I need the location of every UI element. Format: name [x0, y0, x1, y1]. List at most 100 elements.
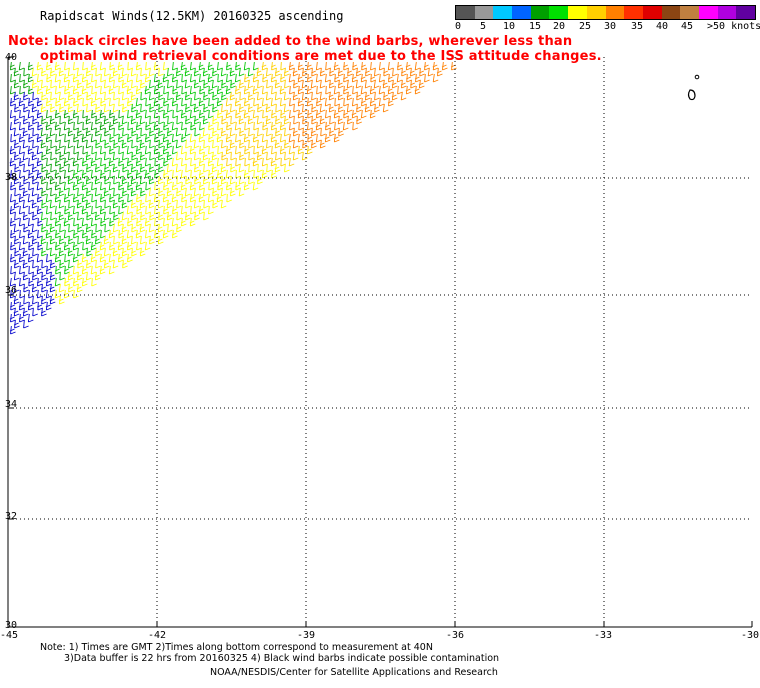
wind-barb [175, 127, 182, 137]
wind-barb [225, 97, 232, 107]
wind-barb [113, 211, 119, 221]
wind-barb [275, 115, 281, 125]
wind-barb [284, 79, 290, 89]
wind-barb [207, 157, 214, 167]
wind-barb [185, 151, 191, 161]
wind-barb [112, 247, 119, 257]
wind-barb [68, 259, 74, 269]
wind-barb [410, 79, 416, 89]
wind-barb [311, 91, 317, 101]
wind-barb [49, 247, 56, 257]
wind-barb [103, 187, 110, 197]
wind-barb [360, 109, 367, 119]
wind-barb [328, 91, 335, 101]
wind-barb [76, 175, 83, 185]
wind-barb [108, 265, 115, 275]
wind-barb [275, 103, 282, 113]
wind-barb [400, 79, 407, 89]
wind-barb [306, 73, 313, 83]
wind-barb [261, 61, 268, 71]
wind-barb [140, 235, 146, 245]
wind-barb [217, 61, 223, 71]
wind-barb [13, 223, 20, 233]
wind-barb [85, 67, 92, 77]
wind-barb [279, 85, 286, 95]
wind-barb [31, 211, 38, 221]
wind-barb [32, 115, 38, 125]
wind-barb [270, 73, 277, 83]
wind-barb [139, 187, 146, 197]
wind-barb [283, 139, 290, 149]
wind-barb [49, 223, 56, 233]
wind-barb [54, 205, 61, 215]
wind-barb [230, 163, 236, 173]
wind-barb [369, 97, 376, 107]
wind-barb [292, 151, 299, 161]
wind-barb [180, 61, 187, 71]
wind-barb [126, 85, 133, 95]
wind-barb [212, 127, 218, 137]
wind-barb [73, 61, 79, 71]
wind-barb [10, 73, 16, 83]
wind-barb [329, 115, 335, 125]
wind-barb [202, 115, 209, 125]
wind-barb [136, 241, 142, 251]
wind-barb [270, 61, 277, 71]
wind-barb [54, 157, 61, 167]
wind-barb [104, 163, 110, 173]
wind-barb [99, 109, 106, 119]
wind-barb [49, 175, 56, 185]
wind-barb [189, 85, 196, 95]
wind-barb [297, 85, 304, 95]
wind-barb [81, 169, 88, 179]
wind-barb [67, 271, 74, 281]
wind-barb [270, 97, 277, 107]
wind-barb [9, 277, 16, 287]
wind-barb [108, 241, 115, 251]
wind-barb [81, 229, 88, 239]
wind-barb [162, 133, 169, 143]
wind-barb [9, 145, 16, 155]
wind-barb [324, 97, 331, 107]
wind-barb [36, 85, 43, 95]
wind-barb [211, 151, 218, 161]
wind-barb [130, 67, 137, 77]
wind-barb [203, 139, 209, 149]
wind-barb [81, 193, 88, 203]
wind-barb [396, 73, 403, 83]
wind-barb [64, 61, 70, 71]
wind-barb [82, 61, 88, 71]
wind-barb [14, 103, 20, 113]
wind-barb [85, 175, 92, 185]
wind-barb [113, 139, 119, 149]
footer-credit: NOAA/NESDIS/Center for Satellite Applica… [210, 667, 498, 678]
wind-barb [18, 193, 25, 203]
wind-barb [382, 103, 389, 113]
wind-barb [279, 145, 286, 155]
wind-barb [220, 175, 227, 185]
wind-barb [45, 301, 52, 311]
wind-barb [67, 283, 74, 293]
wind-barb [27, 97, 34, 107]
wind-barb [391, 91, 398, 101]
wind-barb [216, 193, 223, 203]
wind-barb [94, 127, 101, 137]
wind-barb [22, 91, 29, 101]
wind-barb [31, 271, 38, 281]
wind-barb [158, 67, 164, 77]
wind-barb [67, 163, 74, 173]
wind-barb [229, 187, 236, 197]
wind-barb [22, 115, 29, 125]
wind-barb [289, 109, 295, 119]
wind-barb [121, 199, 128, 209]
wind-barb [139, 79, 146, 89]
wind-barb [49, 259, 56, 269]
wind-barb [18, 61, 25, 71]
wind-barb [370, 61, 376, 71]
wind-barb [360, 61, 367, 71]
wind-barb [176, 223, 182, 233]
wind-barb [238, 67, 245, 77]
wind-barb [360, 73, 367, 83]
wind-barb [184, 67, 191, 77]
wind-barb [234, 73, 241, 83]
